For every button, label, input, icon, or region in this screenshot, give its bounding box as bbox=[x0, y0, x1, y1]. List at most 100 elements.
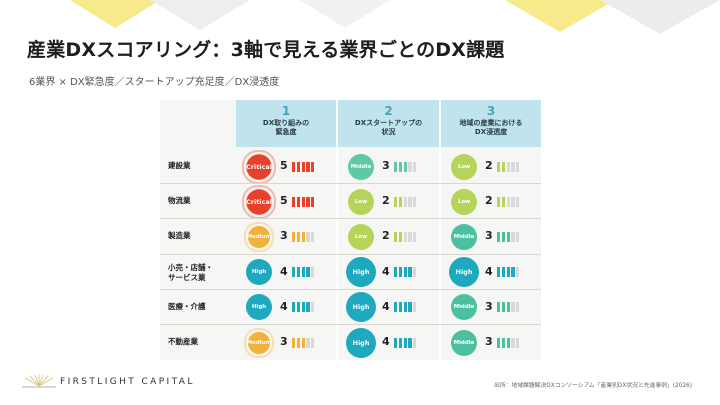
industry-name: 小売・店舗・ サービス業 bbox=[168, 262, 213, 282]
score-bar-segment bbox=[501, 302, 505, 313]
score-bar-segment bbox=[398, 196, 402, 207]
score-bar-meter bbox=[497, 302, 520, 313]
industry-name: 不動産業 bbox=[168, 337, 198, 346]
score-bar-meter bbox=[394, 302, 417, 313]
score-bar-segment bbox=[311, 161, 315, 172]
score-bar-meter bbox=[497, 161, 520, 172]
score-value: 3 bbox=[485, 229, 493, 243]
score-bar-segment bbox=[292, 161, 296, 172]
score-bar-meter bbox=[394, 161, 417, 172]
level-badge-middle: Middle bbox=[451, 294, 477, 321]
score-value: 3 bbox=[382, 159, 390, 172]
score-bar-segment bbox=[296, 161, 300, 172]
source-note: 出所：地域課題解決DXコンソーシアム「産業別DX状況と先進事例」(2026) bbox=[494, 383, 692, 389]
column-number: 3 bbox=[486, 104, 496, 118]
level-badge-medium: Medium bbox=[246, 223, 272, 250]
score-bar-segment bbox=[296, 302, 300, 313]
score-bar-segment bbox=[292, 267, 296, 278]
score-bar-segment bbox=[306, 337, 310, 348]
score-bar-meter bbox=[497, 196, 520, 207]
level-badge-critical: Critical bbox=[244, 186, 274, 217]
logo-text: FIRSTLIGHT CAPITAL bbox=[60, 377, 195, 387]
score-bar-segment bbox=[403, 337, 407, 348]
score-bar-meter bbox=[394, 231, 417, 242]
score-value: 3 bbox=[280, 229, 288, 243]
score-bar-segment bbox=[408, 231, 412, 242]
score-bar-segment bbox=[394, 337, 398, 348]
score-bar-segment bbox=[394, 231, 398, 242]
score-bar-segment bbox=[506, 337, 510, 348]
score-value: 5 bbox=[280, 194, 288, 208]
score-bar-segment bbox=[501, 231, 505, 242]
score-bar-meter bbox=[497, 231, 520, 242]
score-bar-segment bbox=[501, 161, 505, 172]
score-bar-segment bbox=[403, 267, 407, 278]
column-label: DX取り組みの 緊急度 bbox=[262, 119, 310, 136]
score-value: 4 bbox=[382, 335, 390, 348]
level-badge-high: High bbox=[246, 259, 272, 286]
slide-title: 産業DXスコアリング：3軸で見える業界ごとのDX課題 bbox=[27, 39, 505, 61]
decor-triangle bbox=[600, 0, 720, 34]
score-bar-segment bbox=[497, 231, 501, 242]
score-value: 4 bbox=[280, 264, 288, 278]
score-bar-meter bbox=[292, 337, 315, 348]
score-bar-segment bbox=[506, 267, 510, 278]
row-divider bbox=[160, 183, 541, 185]
score-bar-segment bbox=[408, 161, 412, 172]
score-bar-segment bbox=[506, 161, 510, 172]
score-bar-segment bbox=[311, 302, 315, 313]
score-value: 2 bbox=[485, 194, 493, 208]
score-bar-segment bbox=[501, 337, 505, 348]
score-bar-segment bbox=[301, 161, 305, 172]
level-badge-low: Low bbox=[451, 188, 477, 215]
score-bar-segment bbox=[394, 267, 398, 278]
score-bar-segment bbox=[413, 161, 417, 172]
score-bar-segment bbox=[301, 302, 305, 313]
row-divider bbox=[160, 253, 541, 255]
score-bar-segment bbox=[516, 337, 520, 348]
score-bar-segment bbox=[497, 267, 501, 278]
industry-name: 建設業 bbox=[168, 161, 191, 170]
score-bar-segment bbox=[511, 161, 515, 172]
row-divider bbox=[160, 324, 541, 325]
level-badge-low: Low bbox=[451, 153, 477, 180]
score-bar-segment bbox=[398, 337, 402, 348]
row-divider bbox=[160, 218, 541, 220]
score-bar-segment bbox=[413, 196, 417, 207]
score-bar-segment bbox=[403, 231, 407, 242]
score-bar-segment bbox=[497, 302, 501, 313]
score-bar-segment bbox=[394, 161, 398, 172]
level-badge-critical: Critical bbox=[244, 151, 274, 182]
score-bar-segment bbox=[408, 302, 412, 313]
level-badge-low: Low bbox=[348, 188, 374, 215]
column-label: DXスタートアップの 状況 bbox=[354, 119, 423, 136]
score-value: 4 bbox=[280, 299, 288, 313]
score-bar-segment bbox=[511, 337, 515, 348]
score-bar-segment bbox=[301, 337, 305, 348]
score-bar-segment bbox=[292, 337, 296, 348]
score-bar-segment bbox=[511, 196, 515, 207]
column-number: 1 bbox=[281, 104, 291, 118]
score-bar-segment bbox=[398, 161, 402, 172]
score-bar-segment bbox=[296, 337, 300, 348]
level-badge-high: High bbox=[346, 257, 376, 288]
score-value: 4 bbox=[382, 264, 390, 278]
decor-triangle bbox=[70, 0, 160, 28]
sunrise-logo-icon bbox=[22, 374, 56, 388]
score-bar-meter bbox=[394, 267, 417, 278]
level-badge-middle: Middle bbox=[451, 223, 477, 250]
score-bar-segment bbox=[403, 161, 407, 172]
score-bar-meter bbox=[292, 161, 315, 172]
score-bar-segment bbox=[292, 302, 296, 313]
score-bar-segment bbox=[408, 337, 412, 348]
score-bar-segment bbox=[408, 267, 412, 278]
score-bar-segment bbox=[292, 231, 296, 242]
score-bar-meter bbox=[497, 267, 520, 278]
score-bar-segment bbox=[403, 302, 407, 313]
score-bar-segment bbox=[296, 231, 300, 242]
score-bar-segment bbox=[296, 196, 300, 207]
score-bar-segment bbox=[511, 302, 515, 313]
score-bar-meter bbox=[394, 196, 417, 207]
industry-name: 医療・介護 bbox=[168, 301, 206, 311]
level-badge-high: High bbox=[449, 257, 479, 288]
